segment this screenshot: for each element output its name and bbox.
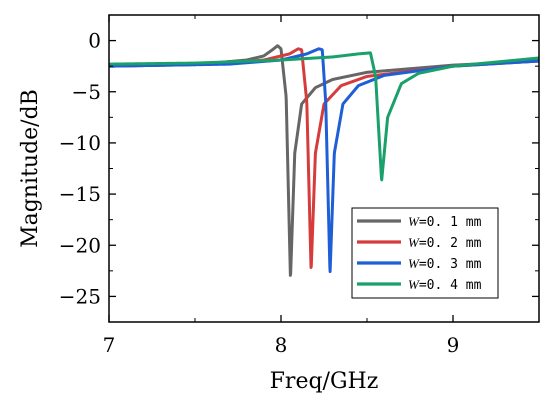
- y-tick-label: −25: [59, 284, 101, 308]
- legend: W=0. 1 mmW=0. 2 mmW=0. 3 mmW=0. 4 mm: [351, 207, 499, 299]
- legend-var: W: [408, 277, 420, 292]
- legend-value: =0. 1 mm: [419, 215, 482, 230]
- x-tick-label: 7: [103, 333, 116, 357]
- y-tick-label: 0: [88, 29, 101, 53]
- legend-value: =0. 2 mm: [419, 236, 482, 251]
- curves-group: [107, 44, 541, 277]
- tick-labels-group: 7 8 9 0 −5 −10 −15 −20 −25: [59, 29, 460, 357]
- y-tick-label: −5: [72, 80, 101, 104]
- y-tick-label: −10: [59, 131, 101, 155]
- legend-label: W=0. 3 mm: [408, 256, 482, 272]
- series-line-4: [107, 51, 541, 182]
- legend-label: W=0. 2 mm: [408, 235, 482, 251]
- x-tick-label: 8: [275, 333, 288, 357]
- legend-label: W=0. 1 mm: [408, 214, 482, 230]
- legend-var: W: [408, 235, 420, 250]
- ticks-group: [108, 15, 540, 322]
- legend-value: =0. 4 mm: [419, 278, 482, 293]
- y-axis-title: Magnitude/dB: [18, 89, 43, 248]
- x-axis-title: Freq/GHz: [270, 369, 379, 394]
- legend-var: W: [408, 256, 420, 271]
- y-tick-label: −15: [59, 182, 101, 206]
- legend-var: W: [408, 214, 420, 229]
- x-tick-label: 9: [447, 333, 460, 357]
- legend-label: W=0. 4 mm: [408, 277, 482, 293]
- y-tick-label: −20: [59, 233, 101, 257]
- legend-value: =0. 3 mm: [419, 257, 482, 272]
